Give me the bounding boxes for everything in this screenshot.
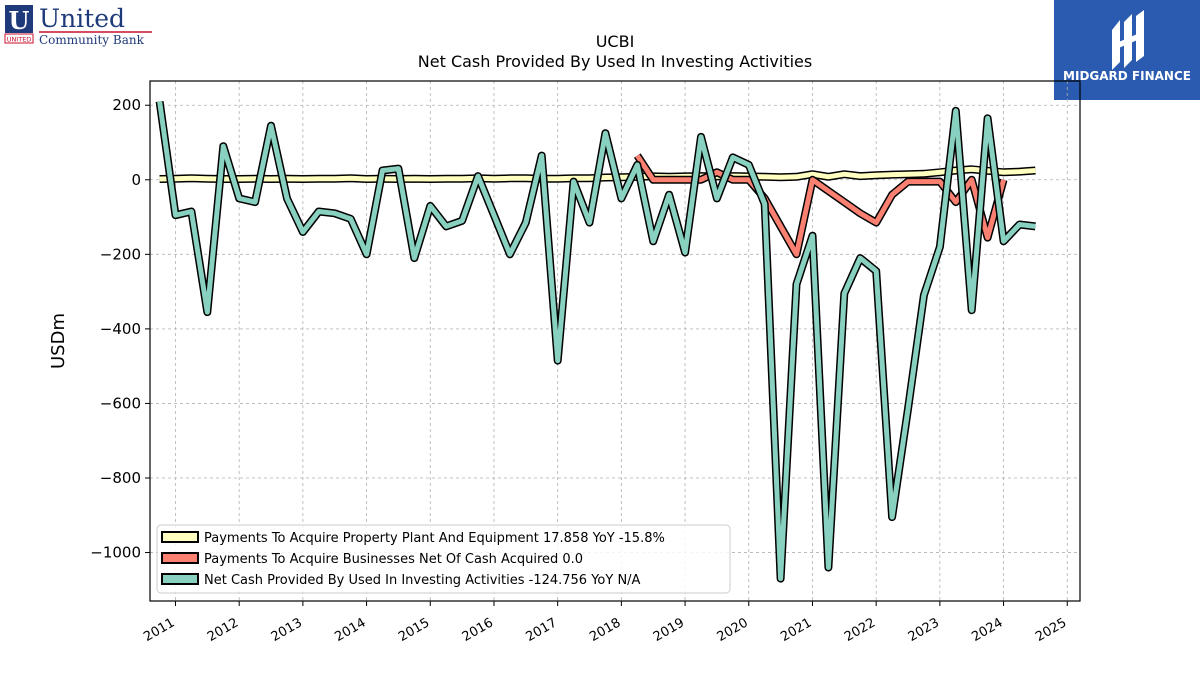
legend-swatch bbox=[161, 552, 199, 564]
y-tick-label: −400 bbox=[100, 320, 141, 338]
legend-swatch bbox=[161, 573, 199, 585]
y-tick-label: 200 bbox=[112, 96, 141, 114]
x-tick-label: 2018 bbox=[587, 615, 623, 645]
chart-title: UCBI bbox=[596, 32, 635, 51]
midgard-emblem-icon bbox=[1112, 10, 1144, 70]
legend-label: Payments To Acquire Businesses Net Of Ca… bbox=[204, 552, 583, 567]
x-tick-label: 2014 bbox=[332, 615, 368, 645]
x-tick-label: 2013 bbox=[269, 615, 305, 645]
x-tick-label: 2015 bbox=[396, 615, 432, 645]
svg-text:U: U bbox=[9, 6, 30, 35]
y-tick-label: 0 bbox=[131, 171, 141, 189]
svg-text:UNITED: UNITED bbox=[7, 36, 32, 44]
plot-frame bbox=[149, 80, 1081, 602]
united-community-bank-logo: U UNITED United Community Bank bbox=[4, 4, 174, 48]
legend-label: Payments To Acquire Property Plant And E… bbox=[204, 531, 665, 546]
midgard-finance-logo: MIDGARD FINANCE bbox=[1054, 0, 1200, 100]
logo-line2: Community Bank bbox=[39, 33, 145, 47]
y-tick-label: −600 bbox=[100, 394, 141, 412]
legend-label: Net Cash Provided By Used In Investing A… bbox=[204, 573, 641, 588]
y-tick-label: −1000 bbox=[90, 544, 141, 562]
x-tick-label: 2024 bbox=[969, 615, 1005, 645]
x-tick-label: 2012 bbox=[205, 615, 241, 645]
series-line bbox=[157, 101, 1036, 582]
y-tick-label: −200 bbox=[100, 245, 141, 263]
y-axis-label: USDm bbox=[48, 313, 69, 369]
x-tick-label: 2019 bbox=[651, 615, 687, 645]
x-tick-label: 2023 bbox=[906, 615, 942, 645]
x-tick-label: 2022 bbox=[842, 615, 878, 645]
x-tick-label: 2025 bbox=[1033, 615, 1069, 645]
x-tick-label: 2017 bbox=[524, 615, 560, 645]
y-tick-label: −800 bbox=[100, 469, 141, 487]
chart-subtitle: Net Cash Provided By Used In Investing A… bbox=[418, 52, 812, 71]
logo-line1: United bbox=[39, 4, 125, 33]
x-tick-label: 2020 bbox=[715, 615, 751, 645]
grid bbox=[150, 81, 1080, 601]
logo-badge bbox=[5, 5, 33, 33]
series-2 bbox=[155, 100, 1036, 583]
legend: Payments To Acquire Property Plant And E… bbox=[156, 524, 731, 594]
x-tick-label: 2011 bbox=[141, 615, 177, 645]
x-tick-label: 2021 bbox=[778, 615, 814, 645]
series-layer bbox=[155, 100, 1036, 583]
midgard-logo-text: MIDGARD FINANCE bbox=[1063, 69, 1191, 83]
x-tick-label: 2016 bbox=[460, 615, 496, 645]
legend-swatch bbox=[161, 531, 199, 543]
legend-box bbox=[156, 524, 731, 594]
